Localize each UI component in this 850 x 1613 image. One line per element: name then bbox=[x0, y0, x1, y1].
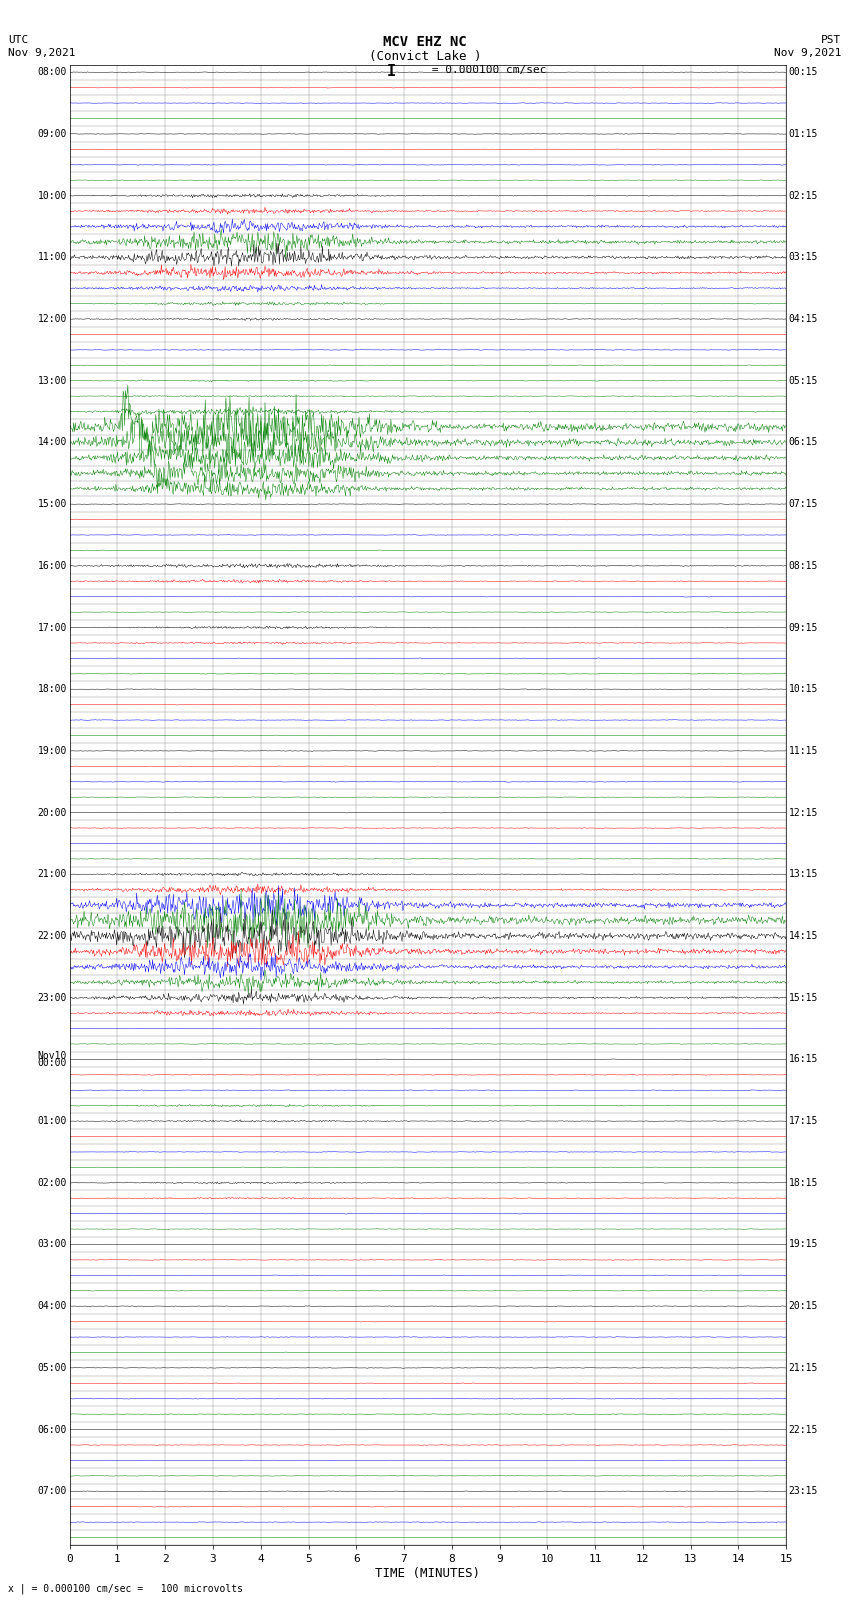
Text: 12:15: 12:15 bbox=[789, 808, 819, 818]
Text: 12:00: 12:00 bbox=[37, 315, 67, 324]
Text: 06:00: 06:00 bbox=[37, 1424, 67, 1434]
Text: 07:15: 07:15 bbox=[789, 498, 819, 510]
Text: 22:00: 22:00 bbox=[37, 931, 67, 940]
Text: 18:00: 18:00 bbox=[37, 684, 67, 694]
Text: 09:15: 09:15 bbox=[789, 623, 819, 632]
Text: 16:15: 16:15 bbox=[789, 1055, 819, 1065]
Text: 14:00: 14:00 bbox=[37, 437, 67, 447]
Text: 20:00: 20:00 bbox=[37, 808, 67, 818]
Text: (Convict Lake ): (Convict Lake ) bbox=[369, 50, 481, 63]
Text: 19:15: 19:15 bbox=[789, 1239, 819, 1250]
Text: UTC: UTC bbox=[8, 35, 29, 45]
Text: 02:15: 02:15 bbox=[789, 190, 819, 200]
Text: 09:00: 09:00 bbox=[37, 129, 67, 139]
Text: 02:00: 02:00 bbox=[37, 1177, 67, 1187]
Text: 00:15: 00:15 bbox=[789, 68, 819, 77]
Text: 13:15: 13:15 bbox=[789, 869, 819, 879]
Text: 13:00: 13:00 bbox=[37, 376, 67, 386]
Text: = 0.000100 cm/sec: = 0.000100 cm/sec bbox=[425, 65, 547, 74]
X-axis label: TIME (MINUTES): TIME (MINUTES) bbox=[376, 1568, 480, 1581]
Text: 07:00: 07:00 bbox=[37, 1486, 67, 1497]
Text: 04:00: 04:00 bbox=[37, 1302, 67, 1311]
Text: 23:00: 23:00 bbox=[37, 992, 67, 1003]
Text: 11:00: 11:00 bbox=[37, 252, 67, 263]
Text: x | = 0.000100 cm/sec =   100 microvolts: x | = 0.000100 cm/sec = 100 microvolts bbox=[8, 1582, 243, 1594]
Text: 14:15: 14:15 bbox=[789, 931, 819, 940]
Text: 21:15: 21:15 bbox=[789, 1363, 819, 1373]
Text: 05:15: 05:15 bbox=[789, 376, 819, 386]
Text: 21:00: 21:00 bbox=[37, 869, 67, 879]
Text: 16:00: 16:00 bbox=[37, 561, 67, 571]
Text: 15:15: 15:15 bbox=[789, 992, 819, 1003]
Text: 03:15: 03:15 bbox=[789, 252, 819, 263]
Text: I: I bbox=[387, 65, 395, 79]
Text: 10:00: 10:00 bbox=[37, 190, 67, 200]
Text: 18:15: 18:15 bbox=[789, 1177, 819, 1187]
Text: 17:00: 17:00 bbox=[37, 623, 67, 632]
Text: PST: PST bbox=[821, 35, 842, 45]
Text: 11:15: 11:15 bbox=[789, 745, 819, 756]
Text: 05:00: 05:00 bbox=[37, 1363, 67, 1373]
Text: MCV EHZ NC: MCV EHZ NC bbox=[383, 35, 467, 50]
Text: 20:15: 20:15 bbox=[789, 1302, 819, 1311]
Text: 01:15: 01:15 bbox=[789, 129, 819, 139]
Text: 01:00: 01:00 bbox=[37, 1116, 67, 1126]
Text: 19:00: 19:00 bbox=[37, 745, 67, 756]
Text: Nov 9,2021: Nov 9,2021 bbox=[8, 48, 76, 58]
Text: Nov 9,2021: Nov 9,2021 bbox=[774, 48, 842, 58]
Text: 03:00: 03:00 bbox=[37, 1239, 67, 1250]
Text: 06:15: 06:15 bbox=[789, 437, 819, 447]
Text: 17:15: 17:15 bbox=[789, 1116, 819, 1126]
Text: 00:00: 00:00 bbox=[37, 1058, 67, 1068]
Text: 08:15: 08:15 bbox=[789, 561, 819, 571]
Text: 23:15: 23:15 bbox=[789, 1486, 819, 1497]
Text: 22:15: 22:15 bbox=[789, 1424, 819, 1434]
Text: 10:15: 10:15 bbox=[789, 684, 819, 694]
Text: 15:00: 15:00 bbox=[37, 498, 67, 510]
Text: Nov10: Nov10 bbox=[37, 1052, 67, 1061]
Text: 04:15: 04:15 bbox=[789, 315, 819, 324]
Text: 08:00: 08:00 bbox=[37, 68, 67, 77]
